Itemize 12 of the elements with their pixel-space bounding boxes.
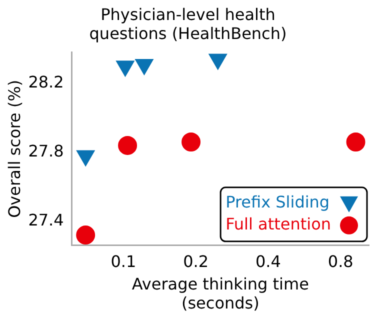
legend-label: Prefix Sliding: [226, 192, 330, 212]
y-axis-title: Overall score (%): [4, 80, 24, 218]
x-tick-label: 0.1: [110, 252, 136, 272]
legend-label: Full attention: [226, 214, 332, 234]
x-axis-title: Average thinking time (seconds): [132, 274, 309, 313]
x-tick-label: 0.2: [183, 252, 209, 272]
y-tick-label: 27.4: [28, 210, 64, 230]
x-tick-label: 0.4: [255, 252, 281, 272]
chart-title: Physician-level health questions (HealthBench): [89, 4, 287, 43]
y-tick-label: 27.8: [28, 142, 64, 161]
x-tick-label: 0.8: [328, 252, 354, 272]
y-tick-label: 28.2: [28, 72, 64, 92]
